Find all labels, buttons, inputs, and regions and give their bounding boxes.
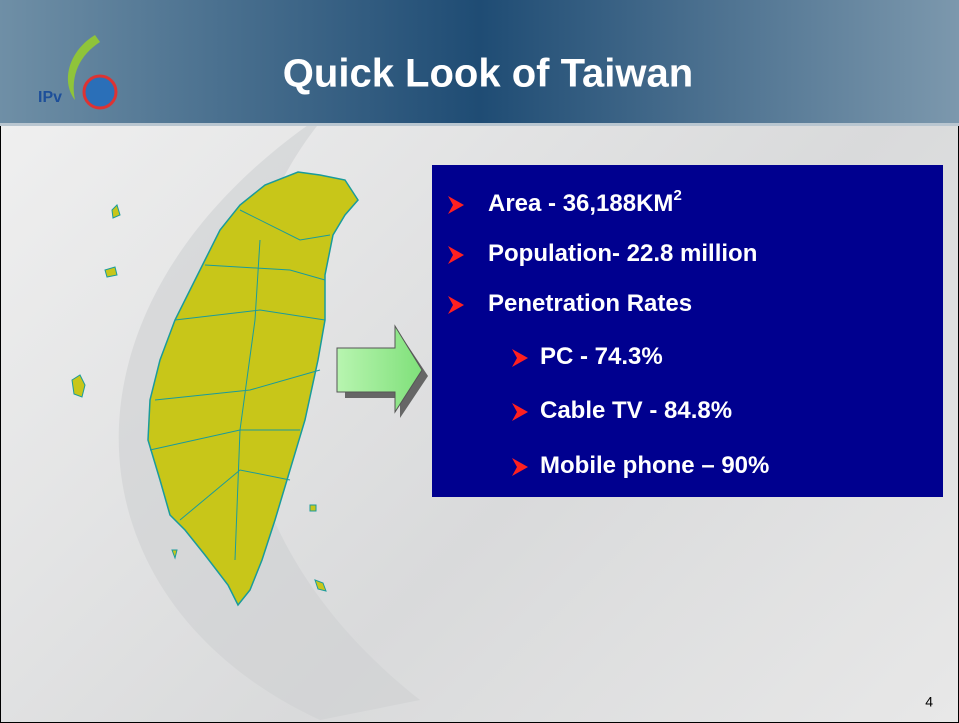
bullet-text-main: Cable TV - 84.8% <box>540 397 732 424</box>
bullet-text-main: Mobile phone – 90% <box>540 452 769 479</box>
bullet-text-main: PC - 74.3% <box>540 343 663 370</box>
header-rule <box>0 123 959 126</box>
bullet-text: Area - 36,188KM2 <box>488 187 682 217</box>
bullet-text-main: Area - 36,188KM <box>488 190 673 217</box>
logo-text: IPv <box>38 89 62 106</box>
bullet-text: Population- 22.8 million <box>488 240 757 267</box>
logo-circle <box>84 76 116 108</box>
bullet-text-main: Penetration Rates <box>488 290 692 317</box>
slide-title: Quick Look of Taiwan <box>283 52 693 96</box>
bullet-text: Penetration Rates <box>488 290 692 317</box>
slide-art: IPv Quick Look of Taiwan 4 Area - 36,188… <box>0 0 959 723</box>
bullet-text-main: Population- 22.8 million <box>488 240 757 267</box>
bullet-text: Mobile phone – 90% <box>540 452 769 479</box>
bullet-text: Cable TV - 84.8% <box>540 397 732 424</box>
bullet-text: PC - 74.3% <box>540 343 663 370</box>
bullet-superscript: 2 <box>673 187 681 204</box>
slide: IPv Quick Look of Taiwan 4 Area - 36,188… <box>0 0 959 723</box>
page-number: 4 <box>925 694 933 710</box>
